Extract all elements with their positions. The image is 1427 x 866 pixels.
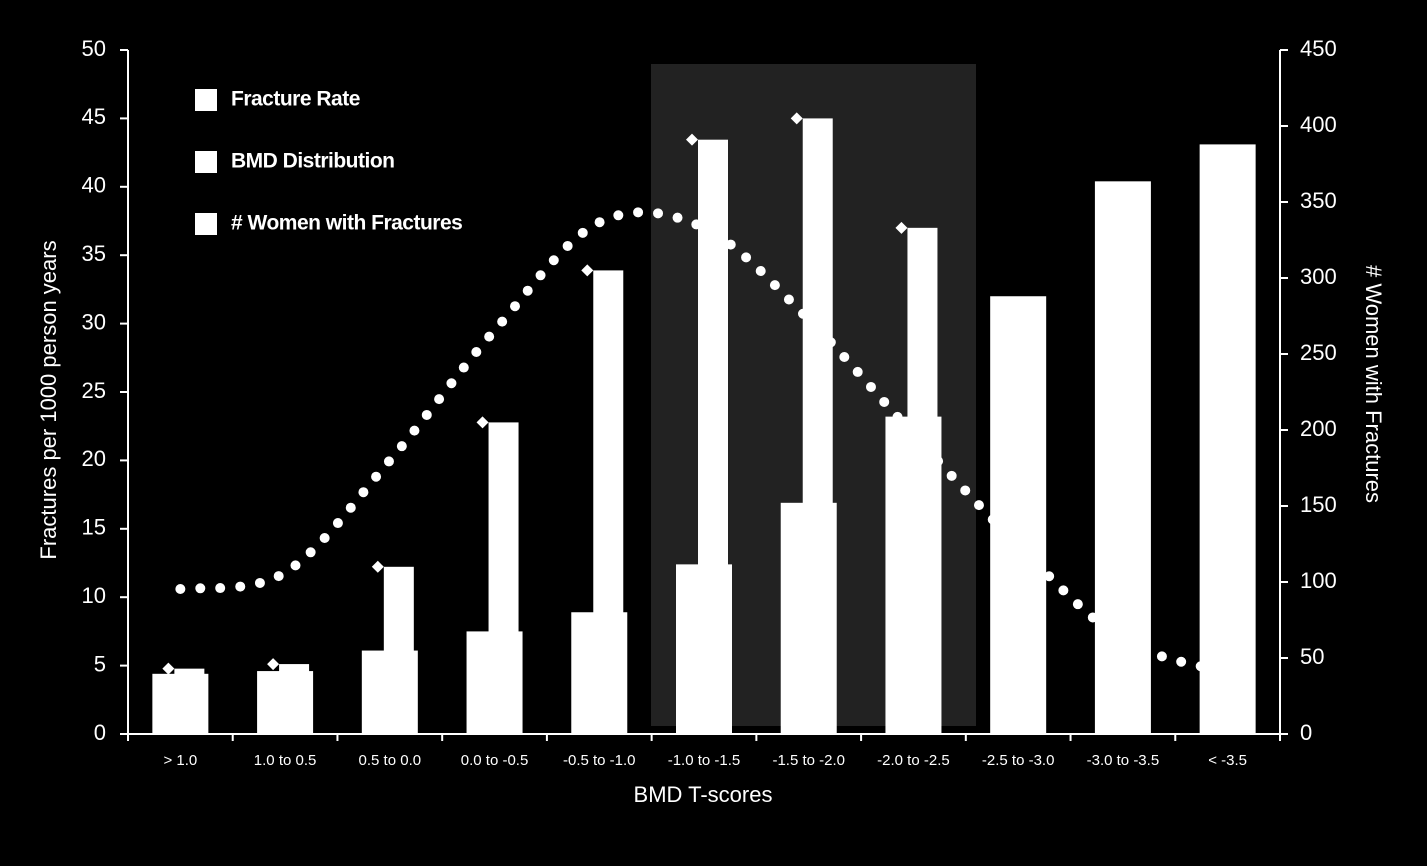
x-tick-label: 0.5 to 0.0 <box>359 752 422 769</box>
y-tick-label: 30 <box>82 309 106 334</box>
bar-marker <box>476 416 489 429</box>
y2-tick-label: 350 <box>1300 188 1337 213</box>
y2-tick-label: 50 <box>1300 644 1324 669</box>
y2-tick-label: 250 <box>1300 340 1337 365</box>
y-tick-label: 25 <box>82 378 106 403</box>
bar <box>383 566 414 734</box>
x-tick-label: -1.0 to -1.5 <box>668 752 741 769</box>
x-tick-label: -3.0 to -3.5 <box>1087 752 1160 769</box>
bar <box>990 296 1047 734</box>
x-tick-label: -0.5 to -1.0 <box>563 752 636 769</box>
bar <box>907 227 938 734</box>
y2-tick-label: 300 <box>1300 264 1337 289</box>
bar-marker <box>267 658 280 671</box>
y2-tick-label: 400 <box>1300 112 1337 137</box>
bar <box>174 668 205 734</box>
bar-marker <box>581 264 594 277</box>
legend-label: BMD Distribution <box>231 150 394 173</box>
x-tick-label: 0.0 to -0.5 <box>461 752 529 769</box>
x-tick-label: -2.0 to -2.5 <box>877 752 950 769</box>
y2-axis-title: # Women with Fractures <box>1361 265 1386 503</box>
y2-tick-label: 0 <box>1300 720 1312 745</box>
bar <box>1199 144 1256 735</box>
line <box>175 207 1233 678</box>
y2-tick-label: 150 <box>1300 492 1337 517</box>
bar <box>698 139 728 734</box>
x-tick-label: > 1.0 <box>163 752 197 769</box>
bar-marker <box>162 662 175 675</box>
legend-label: # Women with Fractures <box>231 212 462 235</box>
y-tick-label: 45 <box>82 104 106 129</box>
x-tick-label: -1.5 to -2.0 <box>772 752 845 769</box>
y-tick-label: 0 <box>94 720 106 745</box>
y2-tick-label: 100 <box>1300 568 1337 593</box>
y-tick-label: 35 <box>82 241 106 266</box>
x-tick-label: 1.0 to 0.5 <box>254 752 317 769</box>
y-tick-label: 40 <box>82 173 106 198</box>
bar <box>802 118 833 734</box>
bar-marker <box>790 112 803 125</box>
bar <box>593 270 624 734</box>
x-axis-title: BMD T-scores <box>634 782 773 807</box>
y-axis-title: Fractures per 1000 person years <box>36 240 61 559</box>
y-tick-label: 15 <box>82 515 106 540</box>
legend-swatch <box>195 213 217 235</box>
legend-label: Fracture Rate <box>231 88 360 111</box>
y2-tick-label: 200 <box>1300 416 1337 441</box>
x-tick-label: -2.5 to -3.0 <box>982 752 1055 769</box>
y-tick-label: 20 <box>82 446 106 471</box>
legend-swatch <box>195 89 217 111</box>
y-tick-label: 50 <box>82 36 106 61</box>
bar-marker <box>686 133 698 146</box>
bar-marker <box>895 221 908 234</box>
bar-marker <box>371 560 384 573</box>
y-tick-label: 5 <box>94 651 106 676</box>
y-tick-label: 10 <box>82 583 106 608</box>
legend-swatch <box>195 151 217 173</box>
y2-tick-label: 450 <box>1300 36 1337 61</box>
bar <box>279 664 310 734</box>
x-tick-label: < -3.5 <box>1208 752 1247 769</box>
bar <box>488 422 519 734</box>
